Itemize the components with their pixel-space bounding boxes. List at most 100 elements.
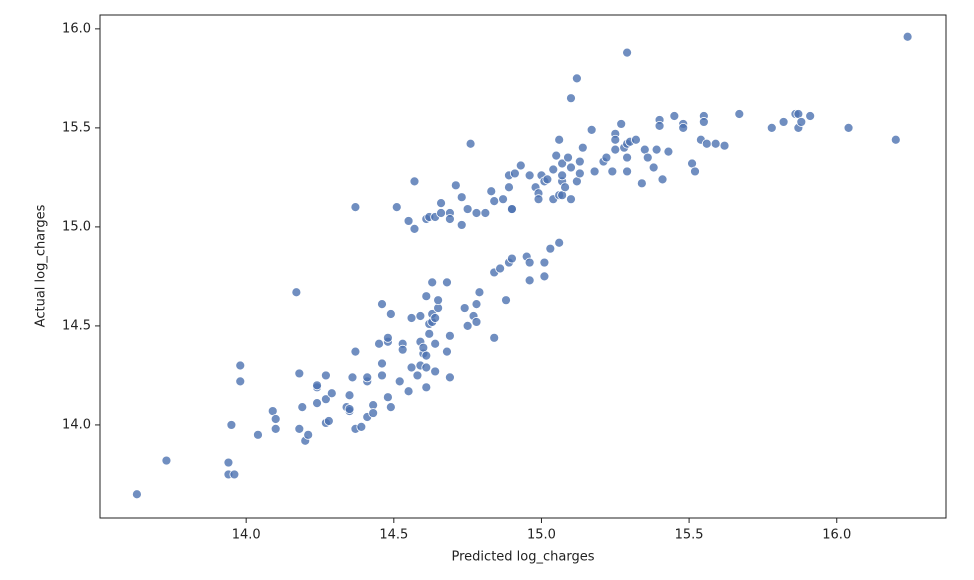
point	[778, 117, 789, 127]
point	[566, 162, 576, 173]
point	[362, 372, 373, 383]
point	[498, 194, 508, 205]
point	[622, 166, 632, 177]
point	[235, 360, 246, 371]
point	[489, 332, 500, 343]
point	[622, 152, 632, 163]
point	[509, 168, 520, 179]
point	[356, 422, 367, 432]
point	[344, 404, 355, 414]
point	[504, 182, 514, 193]
point	[409, 176, 420, 187]
x-tick-label: 14.0	[232, 528, 261, 543]
point	[412, 370, 423, 381]
point	[350, 202, 361, 212]
point	[610, 144, 621, 155]
point	[377, 358, 387, 369]
x-tick-label: 15.5	[675, 528, 704, 543]
point	[430, 366, 441, 377]
point	[424, 328, 435, 339]
point	[533, 194, 544, 205]
point	[312, 380, 322, 391]
point	[270, 414, 281, 424]
point	[291, 287, 302, 298]
point	[471, 208, 482, 218]
point	[563, 152, 573, 163]
point	[616, 119, 627, 129]
point	[495, 263, 506, 274]
y-axis-label: Actual log_charges	[34, 204, 49, 327]
point	[368, 408, 379, 418]
point	[326, 388, 337, 399]
point	[698, 117, 709, 127]
point	[890, 134, 901, 145]
point	[636, 178, 647, 189]
point	[542, 174, 553, 185]
point	[456, 192, 467, 203]
point	[607, 166, 618, 177]
point	[294, 368, 305, 379]
point	[554, 134, 565, 145]
point	[501, 295, 511, 306]
point	[610, 134, 621, 145]
x-tick-label: 14.5	[379, 528, 408, 543]
point	[397, 344, 408, 355]
point	[554, 237, 565, 248]
point	[843, 122, 854, 133]
point	[622, 47, 632, 58]
point	[433, 295, 444, 306]
point	[347, 372, 358, 383]
point	[430, 313, 441, 323]
point	[631, 134, 641, 145]
point	[415, 311, 426, 321]
point	[377, 370, 387, 381]
point	[548, 164, 559, 175]
point	[161, 455, 172, 466]
point	[344, 390, 355, 401]
point	[557, 170, 568, 181]
point	[430, 338, 441, 349]
point	[462, 204, 473, 214]
y-tick-label: 15.5	[62, 120, 91, 135]
point	[436, 208, 446, 218]
point	[701, 138, 712, 149]
point	[766, 122, 777, 133]
point	[132, 489, 142, 500]
point	[507, 253, 517, 264]
point	[524, 275, 535, 286]
point	[385, 309, 396, 319]
point	[589, 166, 600, 177]
point	[394, 376, 405, 387]
point	[391, 202, 402, 212]
point	[545, 243, 556, 254]
point	[566, 194, 576, 205]
point	[462, 321, 473, 331]
point	[445, 372, 455, 383]
point	[223, 457, 234, 468]
point	[524, 257, 535, 268]
point	[489, 196, 500, 207]
point	[226, 420, 237, 430]
point	[385, 402, 396, 413]
point	[577, 142, 588, 153]
point	[383, 332, 393, 343]
point	[574, 156, 585, 167]
point	[294, 423, 305, 434]
point	[374, 338, 384, 349]
point	[571, 73, 582, 84]
point	[515, 160, 526, 171]
point	[560, 182, 570, 193]
point	[421, 350, 432, 361]
point	[471, 299, 482, 310]
point	[235, 376, 246, 387]
point	[663, 146, 674, 157]
point	[474, 287, 485, 298]
point	[574, 168, 585, 179]
point	[320, 370, 331, 381]
point	[902, 31, 913, 42]
y-tick-label: 14.5	[62, 318, 91, 333]
point	[445, 330, 455, 341]
x-tick-label: 15.0	[527, 528, 556, 543]
point	[669, 111, 680, 121]
point	[421, 382, 432, 393]
